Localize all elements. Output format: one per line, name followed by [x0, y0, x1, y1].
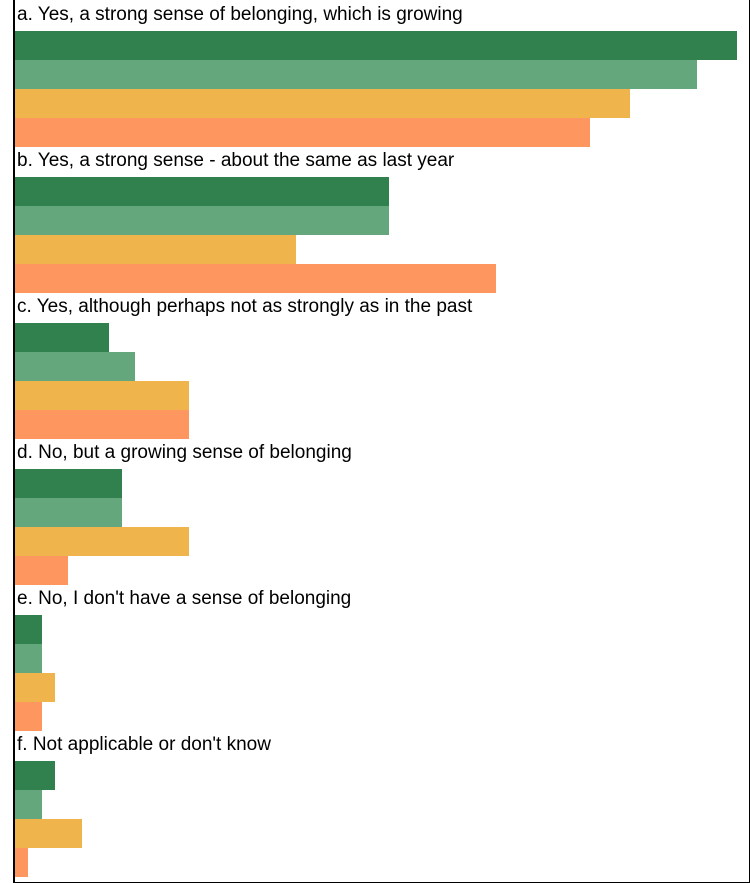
- bar: [15, 352, 135, 381]
- bar: [15, 31, 737, 60]
- bar: [15, 556, 68, 585]
- bar: [15, 848, 28, 877]
- bar: [15, 410, 189, 439]
- bar: [15, 177, 389, 206]
- bar: [15, 89, 630, 118]
- bar: [15, 702, 42, 731]
- category-label: b. Yes, a strong sense - about the same …: [17, 150, 455, 171]
- bar: [15, 644, 42, 673]
- bar: [15, 264, 496, 293]
- category-label: e. No, I don't have a sense of belonging: [17, 588, 352, 609]
- bar: [15, 498, 122, 527]
- bar: [15, 235, 296, 264]
- category-label: f. Not applicable or don't know: [17, 734, 271, 755]
- bar: [15, 60, 697, 89]
- bar: [15, 323, 109, 352]
- bar: [15, 206, 389, 235]
- bar: [15, 527, 189, 556]
- category-label: d. No, but a growing sense of belonging: [17, 442, 352, 463]
- category-label: a. Yes, a strong sense of belonging, whi…: [17, 4, 463, 25]
- bar: [15, 469, 122, 498]
- bar: [15, 819, 82, 848]
- category-label: c. Yes, although perhaps not as strongly…: [17, 296, 473, 317]
- y-axis-line: [13, 0, 15, 883]
- bar: [15, 381, 189, 410]
- bar: [15, 118, 590, 147]
- bar: [15, 673, 55, 702]
- bar: [15, 615, 42, 644]
- bar: [15, 761, 55, 790]
- bar: [15, 790, 42, 819]
